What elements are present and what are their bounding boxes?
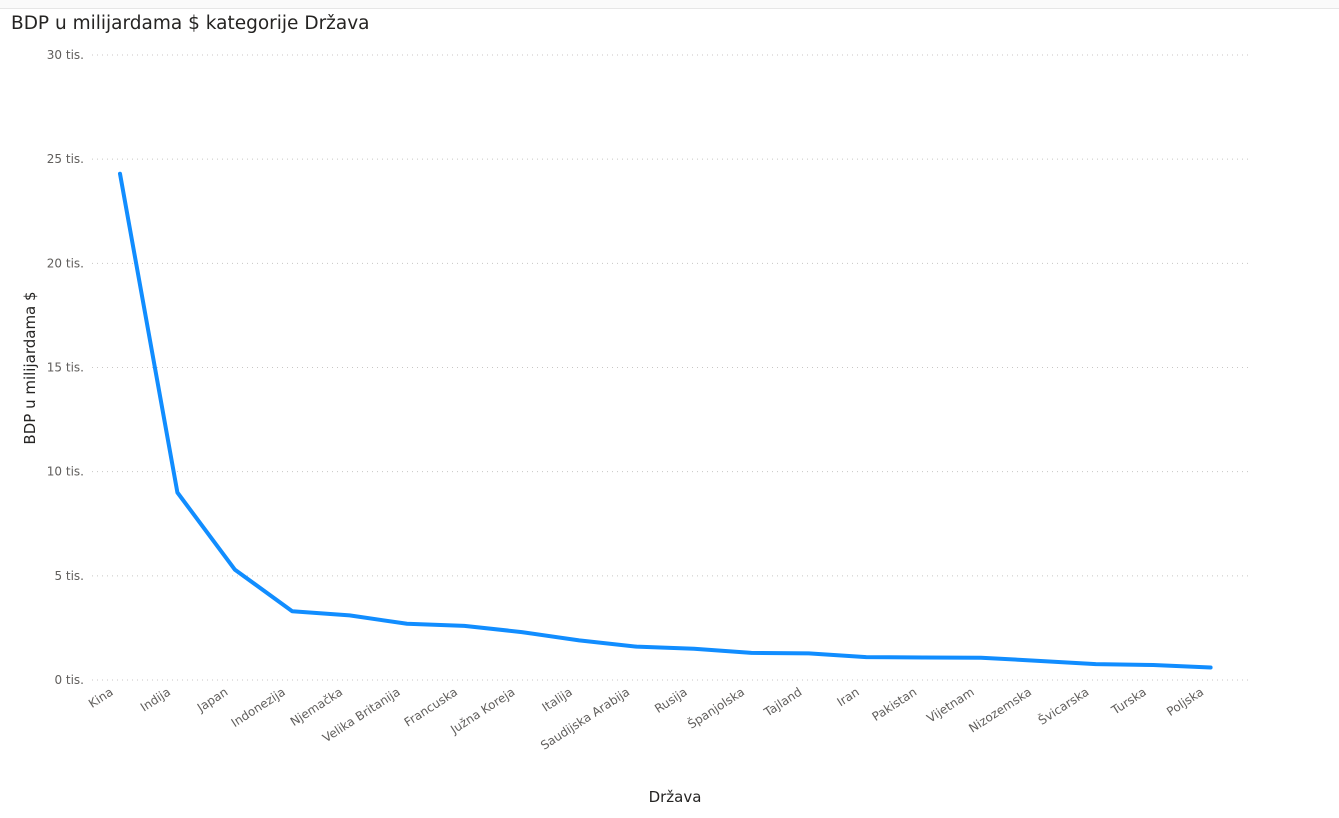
- x-tick-label: Pakistan: [869, 685, 919, 724]
- data-point[interactable]: [1035, 658, 1041, 664]
- data-point[interactable]: [863, 654, 869, 660]
- x-tick-label: Turska: [1108, 685, 1149, 718]
- series-layer[interactable]: [117, 171, 1214, 671]
- data-point[interactable]: [1208, 665, 1214, 671]
- data-point[interactable]: [1093, 661, 1099, 667]
- x-tick-label: Vijetnam: [924, 685, 976, 726]
- data-point[interactable]: [289, 608, 295, 614]
- x-tick-label: Tajland: [761, 685, 805, 720]
- y-tick-label: 10 tis.: [47, 465, 84, 479]
- y-tick-label: 25 tis.: [47, 152, 84, 166]
- gridlines: [92, 54, 1250, 681]
- data-point[interactable]: [806, 650, 812, 656]
- data-point[interactable]: [634, 644, 640, 650]
- data-point[interactable]: [978, 655, 984, 661]
- x-tick-label: Južna Koreja: [447, 685, 517, 737]
- data-point[interactable]: [232, 567, 238, 573]
- x-axis-label: Država: [648, 788, 702, 806]
- x-tick-label: Iran: [835, 685, 862, 710]
- y-axis-ticks: 0 tis. 5 tis. 10 tis. 15 tis. 20 tis. 25 tis.…: [47, 48, 84, 687]
- top-border: [0, 0, 1339, 9]
- x-tick-label: Japan: [194, 685, 231, 716]
- x-tick-label: Poljska: [1164, 685, 1206, 719]
- x-tick-label: Nizozemska: [966, 685, 1034, 736]
- x-tick-label: Švicarska: [1035, 684, 1091, 728]
- x-tick-label: Italija: [540, 685, 575, 715]
- data-point[interactable]: [519, 629, 525, 635]
- y-tick-label: 20 tis.: [47, 256, 84, 270]
- y-tick-label: 30 tis.: [47, 48, 84, 62]
- data-point[interactable]: [117, 171, 123, 177]
- data-point[interactable]: [347, 612, 353, 618]
- y-tick-label: 0 tis.: [54, 673, 84, 687]
- data-point[interactable]: [691, 646, 697, 652]
- x-tick-label: Kina: [86, 685, 116, 711]
- data-point[interactable]: [748, 650, 754, 656]
- data-point[interactable]: [404, 621, 410, 627]
- y-tick-label: 5 tis.: [54, 569, 84, 583]
- x-tick-label: Indonezija: [229, 685, 288, 730]
- y-tick-label: 15 tis.: [47, 361, 84, 375]
- chart-title: BDP u milijardama $ kategorije Država: [11, 13, 370, 34]
- series-line[interactable]: [118, 171, 1213, 670]
- x-tick-label: Španjolska: [685, 684, 747, 732]
- data-point[interactable]: [1150, 662, 1156, 668]
- x-tick-label: Rusija: [652, 685, 690, 716]
- data-point[interactable]: [461, 623, 467, 629]
- data-point[interactable]: [576, 637, 582, 643]
- data-point[interactable]: [921, 655, 927, 661]
- data-point[interactable]: [174, 490, 180, 496]
- x-tick-label: Indija: [138, 685, 173, 715]
